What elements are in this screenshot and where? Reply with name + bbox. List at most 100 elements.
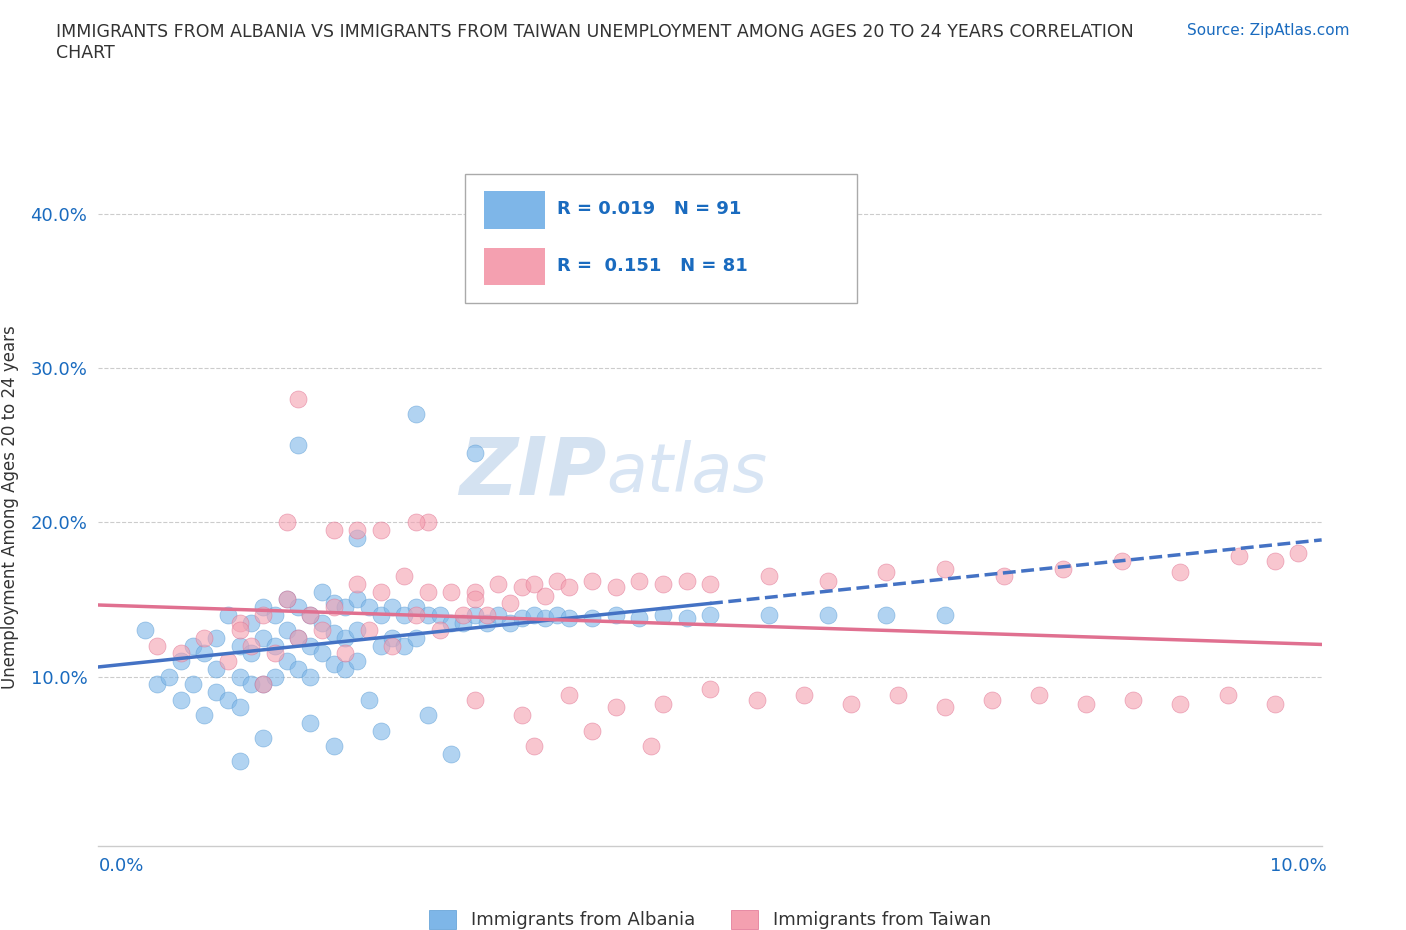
FancyBboxPatch shape [484, 192, 546, 229]
Point [217, 607, 239, 622]
Point [875, 565, 897, 579]
Point [370, 724, 392, 738]
Point [1111, 553, 1133, 568]
Point [335, 661, 357, 676]
Point [240, 677, 263, 692]
Point [475, 615, 498, 630]
Point [311, 646, 333, 661]
Point [699, 682, 721, 697]
Point [357, 600, 380, 615]
Text: atlas: atlas [606, 440, 768, 506]
Point [263, 607, 285, 622]
Point [170, 654, 193, 669]
Point [146, 677, 169, 692]
Point [581, 724, 603, 738]
Point [405, 515, 427, 530]
Point [652, 577, 675, 591]
Point [817, 574, 839, 589]
Point [335, 600, 357, 615]
Point [416, 515, 439, 530]
Point [523, 738, 546, 753]
Point [394, 607, 416, 622]
Point [534, 589, 557, 604]
Point [193, 708, 215, 723]
Point [181, 677, 204, 692]
Point [311, 615, 333, 630]
Point [335, 631, 357, 645]
Point [699, 577, 721, 591]
Point [475, 607, 498, 622]
Point [745, 692, 768, 707]
Point [263, 638, 285, 653]
Point [1227, 549, 1250, 564]
Point [605, 579, 627, 594]
Point [370, 607, 392, 622]
Point [464, 592, 486, 607]
Point [1076, 697, 1098, 711]
Point [405, 600, 427, 615]
Point [205, 684, 228, 699]
Point [134, 623, 156, 638]
Text: ZIP: ZIP [458, 434, 606, 512]
Text: R =  0.151   N = 81: R = 0.151 N = 81 [557, 257, 748, 275]
Point [1286, 546, 1309, 561]
Point [276, 654, 298, 669]
Point [299, 638, 322, 653]
Point [322, 523, 344, 538]
Point [357, 623, 380, 638]
Point [322, 626, 344, 641]
Point [370, 584, 392, 599]
Point [1052, 561, 1074, 576]
Point [287, 392, 309, 406]
Point [287, 661, 309, 676]
Point [628, 574, 651, 589]
Point [394, 569, 416, 584]
Point [394, 638, 416, 653]
Point [1264, 553, 1286, 568]
Point [605, 700, 627, 715]
Point [193, 631, 215, 645]
Point [405, 631, 427, 645]
Point [499, 615, 522, 630]
Point [228, 623, 250, 638]
Point [181, 638, 204, 653]
Point [558, 610, 581, 625]
Point [240, 638, 263, 653]
Point [605, 607, 627, 622]
Point [263, 670, 285, 684]
Point [934, 607, 956, 622]
Point [157, 670, 180, 684]
Point [464, 607, 486, 622]
Point [793, 687, 815, 702]
Point [263, 646, 285, 661]
Point [416, 708, 439, 723]
Point [228, 754, 250, 769]
Point [370, 638, 392, 653]
Point [464, 445, 486, 460]
Point [346, 592, 368, 607]
Legend: Immigrants from Albania, Immigrants from Taiwan: Immigrants from Albania, Immigrants from… [422, 903, 998, 930]
Point [486, 607, 509, 622]
Point [486, 577, 509, 591]
Point [534, 610, 557, 625]
Point [1028, 687, 1050, 702]
Point [311, 623, 333, 638]
Point [252, 607, 274, 622]
Point [558, 579, 581, 594]
Point [299, 607, 322, 622]
Point [1264, 697, 1286, 711]
Point [675, 574, 697, 589]
Point [287, 600, 309, 615]
Point [758, 607, 780, 622]
Point [322, 738, 344, 753]
Point [146, 638, 169, 653]
Point [346, 523, 368, 538]
Point [228, 670, 250, 684]
Point [193, 646, 215, 661]
Point [381, 631, 404, 645]
Point [523, 607, 546, 622]
Point [346, 577, 368, 591]
Point [299, 670, 322, 684]
Point [817, 607, 839, 622]
Point [1216, 687, 1239, 702]
